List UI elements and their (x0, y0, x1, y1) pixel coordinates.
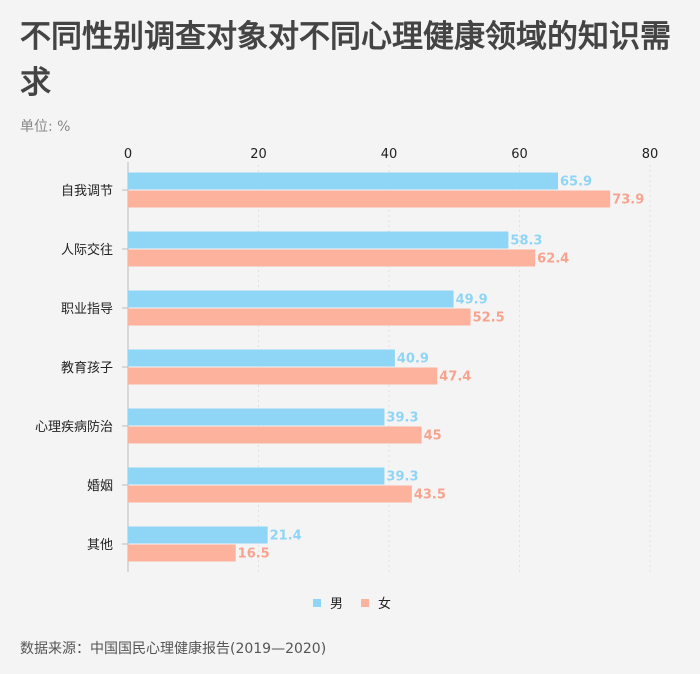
category-label: 自我调节 (61, 184, 113, 199)
chart-title: 不同性别调查对象对不同心理健康领域的知识需求 (20, 19, 671, 101)
legend-swatch (361, 599, 369, 607)
x-tick-label: 80 (642, 147, 659, 162)
unit-label: 单位: % (20, 119, 71, 135)
legend-swatch (313, 599, 321, 607)
category-label: 教育孩子 (61, 360, 113, 376)
data-label: 73.9 (612, 193, 644, 208)
x-tick-label: 40 (381, 147, 398, 162)
data-label: 39.3 (386, 470, 418, 485)
bar-female (128, 485, 412, 503)
x-tick-label: 60 (511, 147, 528, 162)
data-label: 49.9 (456, 293, 488, 308)
bar-male (128, 349, 395, 367)
bar-male (128, 290, 454, 308)
data-label: 40.9 (397, 352, 429, 367)
bar-female (128, 249, 536, 267)
bar-male (128, 172, 558, 190)
bar-male (128, 526, 268, 544)
bar-female (128, 308, 471, 326)
bar-male (128, 408, 385, 426)
data-label: 47.4 (439, 370, 471, 385)
data-label: 52.5 (473, 311, 505, 326)
source-note: 数据来源：中国国民心理健康报告(2019—2020) (20, 641, 327, 657)
data-label: 21.4 (270, 529, 302, 544)
bar-male (128, 231, 509, 249)
legend-label: 女 (378, 596, 391, 612)
category-label: 心理疾病防治 (35, 419, 113, 435)
data-label: 16.5 (238, 547, 270, 562)
x-tick-label: 20 (250, 147, 267, 162)
data-label: 43.5 (414, 488, 446, 503)
category-label: 职业指导 (61, 302, 113, 317)
bar-female (128, 367, 438, 385)
data-label: 45 (424, 429, 442, 444)
bar-female (128, 190, 611, 208)
legend-label: 男 (330, 597, 343, 612)
category-label: 其他 (87, 538, 113, 553)
bar-female (128, 544, 236, 562)
data-label: 39.3 (386, 411, 418, 426)
category-label: 婚姻 (87, 479, 113, 494)
data-label: 62.4 (537, 252, 569, 267)
bar-female (128, 426, 422, 444)
data-label: 65.9 (560, 175, 592, 190)
bar-male (128, 467, 385, 485)
category-label: 人际交往 (61, 242, 113, 258)
x-tick-label: 0 (124, 147, 132, 162)
data-label: 58.3 (510, 234, 542, 249)
